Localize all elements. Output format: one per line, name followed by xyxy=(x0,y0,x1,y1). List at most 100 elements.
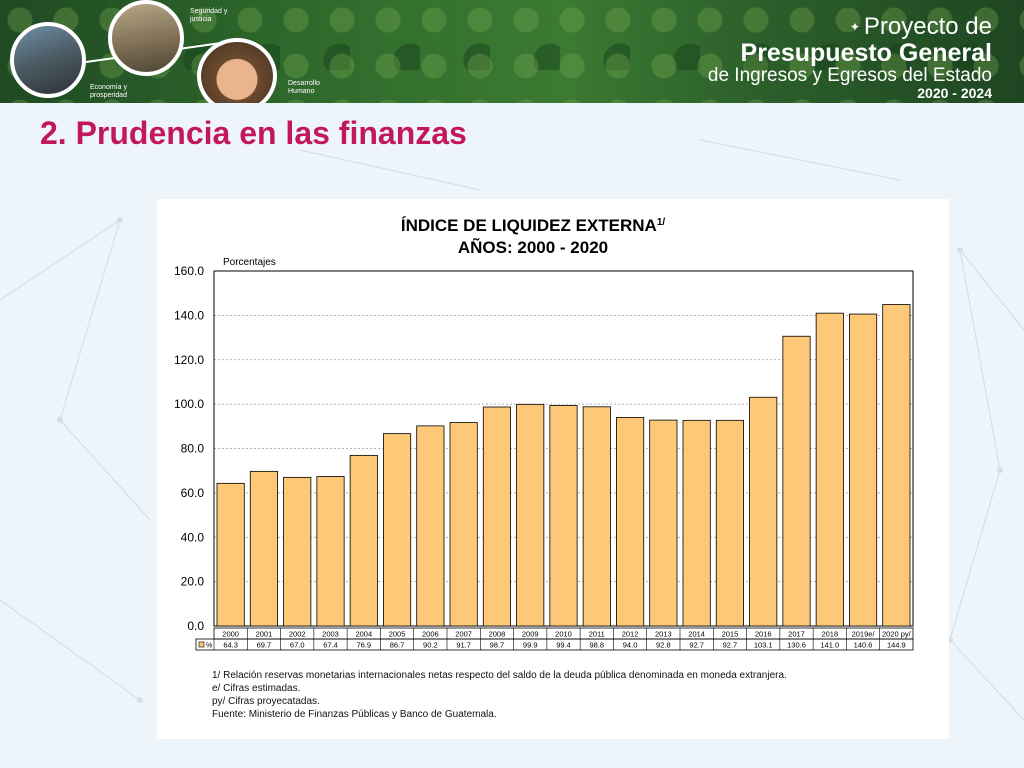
x-tick-label: 2004 xyxy=(355,630,372,639)
x-tick-label: 2006 xyxy=(422,630,439,639)
banner-title-line4: 2020 - 2024 xyxy=(917,85,992,101)
x-tick-label: 2001 xyxy=(256,630,273,639)
y-tick-label: 80.0 xyxy=(181,442,205,456)
y-axis-label: Porcentajes xyxy=(223,257,276,268)
bar-2002 xyxy=(283,476,312,627)
x-tick-label: 2012 xyxy=(622,630,639,639)
x-tick-label: 2010 xyxy=(555,630,572,639)
x-tick-label: 2018 xyxy=(821,630,838,639)
x-tick-label: 2011 xyxy=(589,630,605,639)
bar-2008 xyxy=(482,406,511,627)
caption-economia: Economía y prosperidad xyxy=(90,84,127,99)
banner-title-line2: Presupuesto General xyxy=(740,39,992,67)
x-tick-label: 2009 xyxy=(522,630,539,639)
table-row-label: % xyxy=(206,643,212,650)
x-tick-label: 2016 xyxy=(755,630,772,639)
star-icon: ✦ xyxy=(849,20,860,34)
data-label: 91.7 xyxy=(456,641,471,650)
bar-2003 xyxy=(316,476,345,627)
bar-2007 xyxy=(449,422,478,627)
bar-2001 xyxy=(249,470,278,627)
y-tick-label: 140.0 xyxy=(174,308,204,322)
y-tick-label: 120.0 xyxy=(174,353,204,367)
chart-footnotes: 1/ Relación reservas monetarias internac… xyxy=(212,669,787,721)
bar-2013 xyxy=(649,419,678,627)
y-tick-label: 60.0 xyxy=(181,486,205,500)
data-label: 141.0 xyxy=(820,641,839,650)
caption-seguridad: Seguridad y justicia xyxy=(190,8,228,23)
legend-swatch xyxy=(198,641,205,648)
x-tick-label: 2020 py/ xyxy=(882,630,912,639)
data-label: 99.4 xyxy=(556,641,571,650)
caption-desarrollo: Desarrollo Humano xyxy=(288,80,320,95)
y-tick-label: 0.0 xyxy=(187,619,204,633)
bar-2018 xyxy=(815,312,844,627)
data-label: 64.3 xyxy=(223,641,238,650)
data-label: 92.8 xyxy=(656,641,671,650)
y-tick-label: 20.0 xyxy=(181,575,205,589)
footnote-1: 1/ Relación reservas monetarias internac… xyxy=(212,670,787,681)
x-tick-label: 2015 xyxy=(722,630,739,639)
bar-2019e/ xyxy=(849,313,878,627)
bar-2016 xyxy=(749,396,778,627)
data-label: 130.6 xyxy=(787,641,806,650)
child-photo xyxy=(197,38,277,103)
chart-title: ÍNDICE DE LIQUIDEZ EXTERNA1/ xyxy=(401,216,666,235)
data-label: 90.2 xyxy=(423,641,438,650)
bar-2000 xyxy=(216,482,245,627)
footnote-e: e/ Cifras estimadas. xyxy=(212,683,301,694)
bar-2020 py/ xyxy=(882,304,911,627)
data-label: 98.7 xyxy=(490,641,505,650)
data-label: 92.7 xyxy=(723,641,738,650)
x-tick-label: 2002 xyxy=(289,630,306,639)
data-label: 67.4 xyxy=(323,641,338,650)
x-tick-label: 2007 xyxy=(455,630,472,639)
x-tick-label: 2014 xyxy=(688,630,705,639)
table-year-row xyxy=(213,627,914,640)
data-label: 86.7 xyxy=(390,641,405,650)
banner-title-line3: de Ingresos y Egresos del Estado xyxy=(707,65,992,86)
data-label: 98.8 xyxy=(589,641,604,650)
liquidity-bar-chart: ÍNDICE DE LIQUIDEZ EXTERNA1/ AÑOS: 2000 … xyxy=(174,216,914,651)
banner-title: ✦ Proyecto de Presupuesto General de Ingr… xyxy=(708,14,992,101)
y-tick-label: 100.0 xyxy=(174,397,204,411)
bar-2017 xyxy=(782,335,811,627)
x-tick-label: 2008 xyxy=(489,630,506,639)
slide-title: 2. Prudencia en las finanzas xyxy=(40,115,467,151)
bar-2015 xyxy=(715,419,744,627)
road-photo xyxy=(10,22,86,98)
data-label: 67.0 xyxy=(290,641,305,650)
data-label: 140.6 xyxy=(854,641,873,650)
footnote-source: Fuente: Ministerio de Finanzas Públicas … xyxy=(212,709,497,720)
x-tick-label: 2003 xyxy=(322,630,339,639)
x-tick-label: 2005 xyxy=(389,630,406,639)
x-tick-label: 2019e/ xyxy=(852,630,876,639)
bar-2009 xyxy=(516,403,545,627)
bar-2006 xyxy=(416,425,445,627)
data-label: 144.9 xyxy=(887,641,906,650)
y-tick-label: 160.0 xyxy=(174,264,204,278)
bar-2010 xyxy=(549,405,578,627)
chart-title-superscript: 1/ xyxy=(657,217,666,228)
banner-title-line1: Proyecto de xyxy=(863,13,992,40)
data-label: 69.7 xyxy=(257,641,272,650)
x-tick-label: 2000 xyxy=(222,630,239,639)
header-banner: Economía y prosperidad Seguridad y justi… xyxy=(0,0,1024,103)
data-label: 76.9 xyxy=(356,641,371,650)
x-tick-label: 2013 xyxy=(655,630,672,639)
bar-2014 xyxy=(682,419,711,627)
data-label: 92.7 xyxy=(689,641,704,650)
chart-card: ÍNDICE DE LIQUIDEZ EXTERNA1/ AÑOS: 2000 … xyxy=(157,199,949,739)
footnote-py: py/ Cifras proyecatadas. xyxy=(212,696,320,707)
data-label: 94.0 xyxy=(623,641,638,650)
bar-2012 xyxy=(616,417,645,627)
bar-2011 xyxy=(582,406,611,627)
x-tick-label: 2017 xyxy=(788,630,805,639)
data-label: 103.1 xyxy=(754,641,773,650)
chart-subtitle: AÑOS: 2000 - 2020 xyxy=(458,237,608,257)
bar-2005 xyxy=(383,433,412,627)
data-label: 99.9 xyxy=(523,641,538,650)
bar-2004 xyxy=(349,454,378,627)
y-tick-label: 40.0 xyxy=(181,530,205,544)
